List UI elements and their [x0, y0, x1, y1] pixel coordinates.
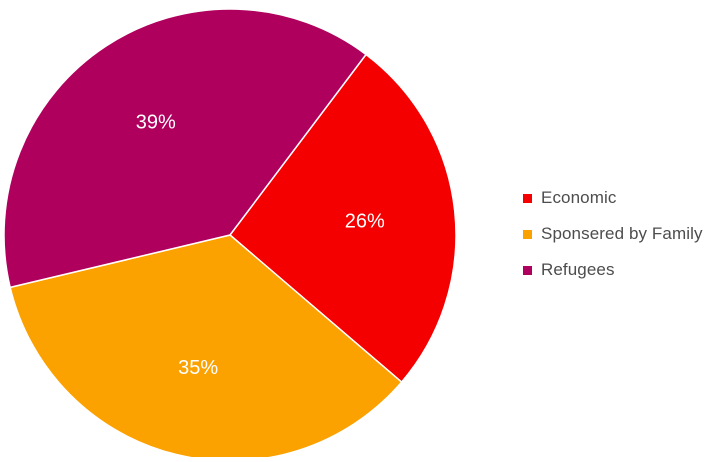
- legend-swatch-economic: [523, 193, 532, 203]
- pie-slice-sponsored-by-family: [9, 234, 403, 462]
- pie-label-sponsored-by-family: 35%: [178, 357, 218, 379]
- legend-item-sponsored-by-family: Sponsered by Family: [523, 224, 703, 244]
- legend-swatch-refugees: [523, 265, 532, 275]
- legend-swatch-sponsored-by-family: [523, 229, 532, 239]
- pie-label-refugees: 39%: [136, 112, 176, 134]
- legend-label-sponsored-by-family: Sponsered by Family: [541, 224, 703, 243]
- pie-slice-economic: [228, 53, 457, 384]
- pie-slice-refugees: [3, 8, 368, 289]
- legend-item-economic: Economic: [523, 188, 703, 208]
- legend-item-refugees: Refugees: [523, 260, 703, 280]
- pie-label-economic: 26%: [345, 210, 385, 232]
- legend: Economic Sponsered by Family Refugees: [523, 188, 703, 280]
- legend-label-refugees: Refugees: [541, 260, 615, 279]
- legend-label-economic: Economic: [541, 188, 617, 207]
